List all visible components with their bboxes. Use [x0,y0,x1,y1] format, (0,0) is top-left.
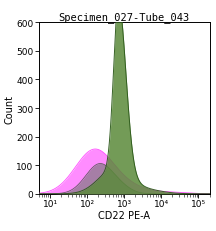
Y-axis label: Count: Count [5,94,15,123]
Title: Specimen_027-Tube_043: Specimen_027-Tube_043 [59,12,190,23]
X-axis label: CD22 PE-A: CD22 PE-A [98,210,150,220]
